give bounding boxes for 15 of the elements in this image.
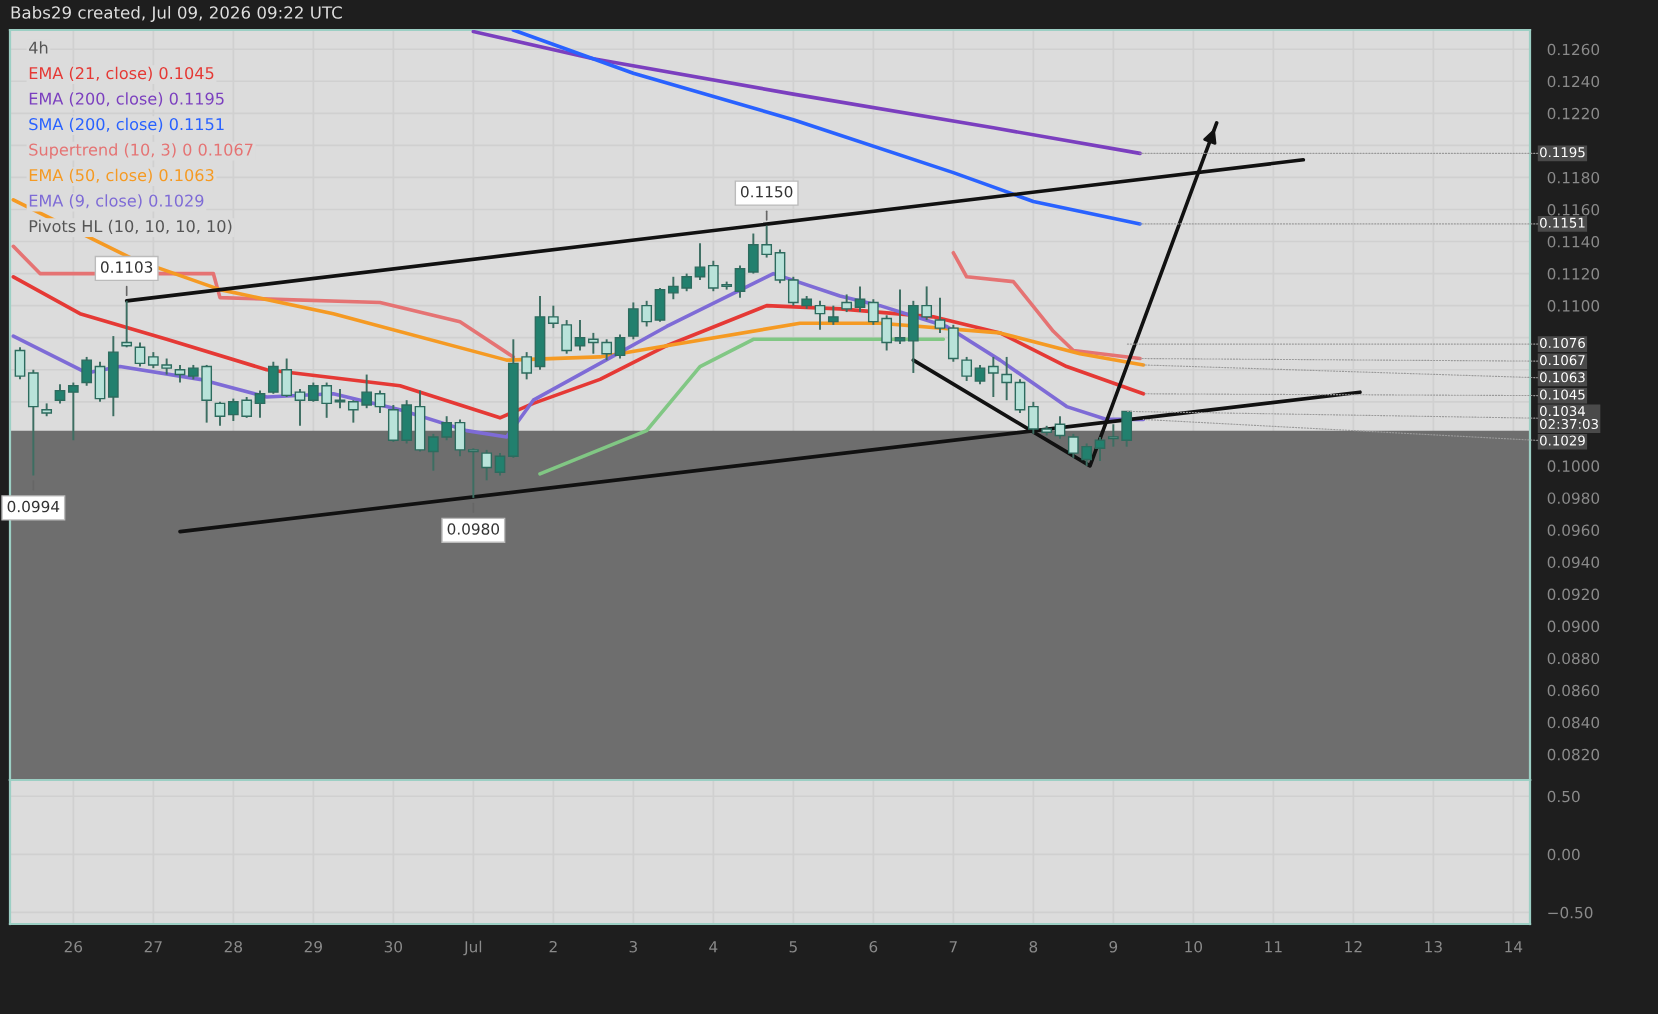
text: EMA (200, close) 0.1195 xyxy=(29,92,224,107)
text: 4h xyxy=(29,41,48,54)
chart-subtitle: Babs29 created, Jul 09, 2026 09:22 UTC xyxy=(11,5,342,22)
line-series xyxy=(511,30,1142,226)
text: SMA (200, close) 0.1151 xyxy=(29,117,224,133)
line-series xyxy=(538,337,946,476)
text: EMA (21, close) 0.1045 xyxy=(29,66,214,82)
series-label: EMA (50, close) 0.1063 xyxy=(29,168,214,184)
line-series xyxy=(11,198,1146,367)
text: EMA (9, close) 0.1029 xyxy=(29,194,204,209)
annotation: Pivots HL (10, 10, 10, 10) xyxy=(29,219,232,235)
candlestick xyxy=(827,304,839,326)
text: Supertrend (10, 3) 0 0.1067 xyxy=(29,143,253,159)
line-series xyxy=(471,30,1142,156)
candlestick xyxy=(121,299,133,349)
